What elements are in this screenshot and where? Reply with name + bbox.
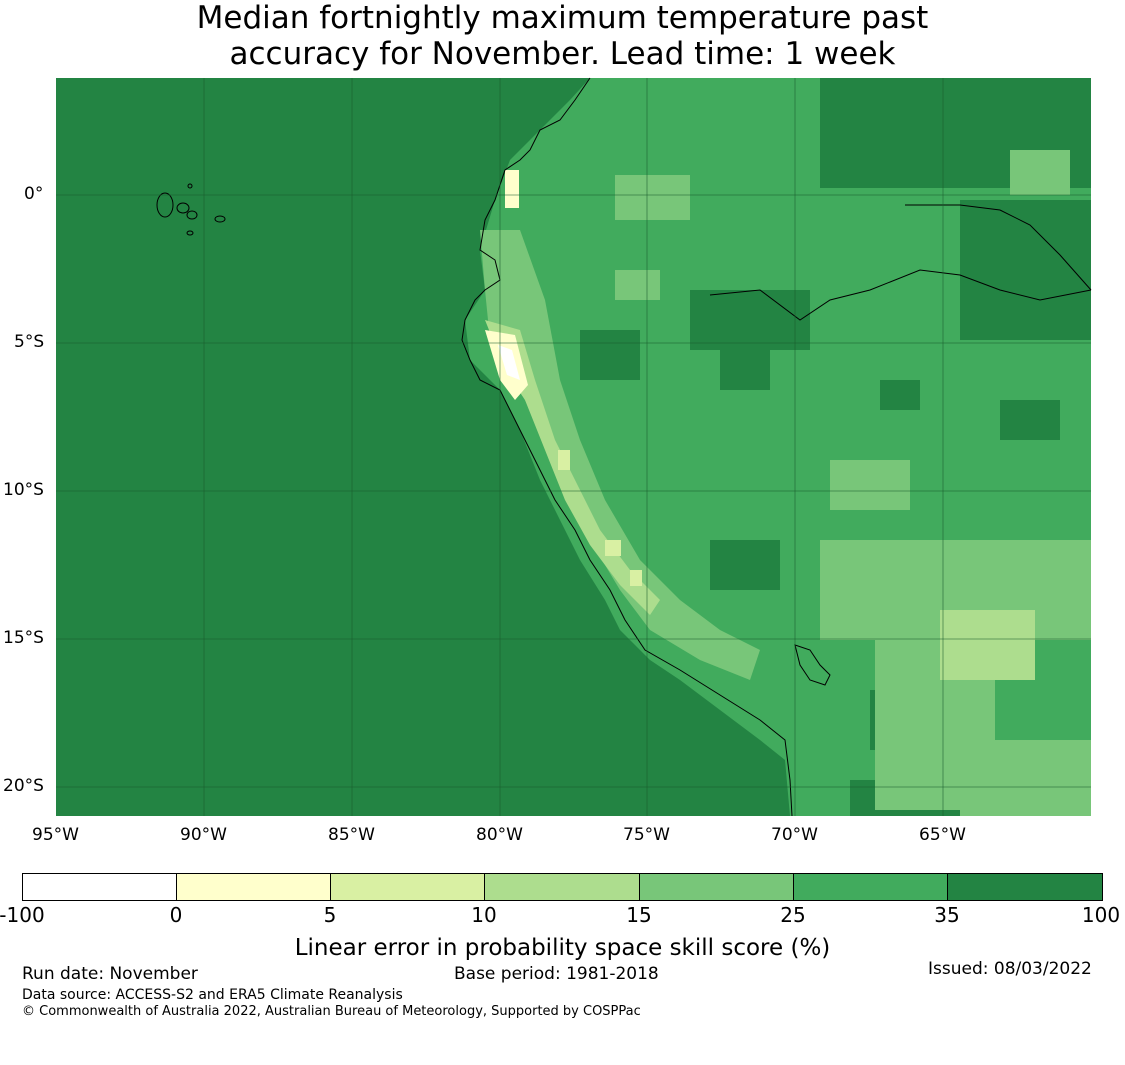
lat-label: 10°S — [3, 480, 44, 500]
mid-blob — [1010, 150, 1070, 195]
dark-blob — [1000, 400, 1060, 440]
colorbar-segment — [177, 874, 331, 900]
run-date: Run date: November — [22, 964, 198, 984]
colorbar-tick: 25 — [780, 903, 806, 927]
colorbar-tick: 10 — [471, 903, 497, 927]
colorbar-label: Linear error in probability space skill … — [294, 935, 831, 961]
dark-blob — [710, 540, 780, 590]
lon-label: 75°W — [623, 825, 670, 845]
bright-spot — [630, 570, 642, 586]
coastline — [461, 77, 793, 817]
light-blob — [940, 610, 1035, 680]
mid-blob — [615, 175, 690, 220]
lake-titicaca — [794, 644, 831, 686]
title-line-1: Median fortnightly maximum temperature p… — [196, 0, 929, 36]
lat-label: 5°S — [14, 332, 45, 352]
colorbar-tick: 100 — [1081, 903, 1121, 927]
colorbar-tick: -100 — [0, 903, 45, 927]
colorbar-segment — [23, 874, 177, 900]
colorbar-segment — [640, 874, 794, 900]
gridlines — [56, 78, 1091, 816]
colorbar-segment — [485, 874, 640, 900]
colorbar-segment — [331, 874, 485, 900]
skill-map — [56, 77, 1092, 817]
galapagos-islands — [156, 183, 226, 236]
colorbar-segment — [794, 874, 948, 900]
bright-spot — [605, 540, 621, 556]
bright-spot — [558, 450, 570, 470]
dark-blob — [880, 380, 920, 410]
lon-label: 65°W — [919, 825, 966, 845]
bright-spot — [498, 345, 520, 380]
lon-label: 95°W — [32, 825, 79, 845]
dark-blob — [960, 200, 1091, 340]
lon-label: 90°W — [180, 825, 227, 845]
bright-spot — [505, 170, 519, 208]
mid-blob — [615, 270, 660, 300]
copyright: © Commonwealth of Australia 2022, Austra… — [22, 1004, 641, 1019]
issued-date: Issued: 08/03/2022 — [928, 959, 1092, 979]
coastal-band — [480, 230, 760, 680]
dark-blob — [720, 340, 770, 390]
colorbar-tick: 15 — [626, 903, 652, 927]
land-skill-field — [465, 78, 1091, 816]
lat-label: 0° — [24, 184, 44, 204]
title-line-2: accuracy for November. Lead time: 1 week — [229, 36, 896, 72]
lat-label: 15°S — [3, 628, 44, 648]
dark-blob — [580, 330, 640, 380]
colorbar-segment — [948, 874, 1102, 900]
lon-label: 70°W — [771, 825, 818, 845]
lon-label: 80°W — [476, 825, 523, 845]
mid-blob — [830, 460, 910, 510]
lat-label: 20°S — [3, 776, 44, 796]
lon-label: 85°W — [328, 825, 375, 845]
base-period: Base period: 1981-2018 — [454, 964, 659, 984]
chart-title: Median fortnightly maximum temperature p… — [0, 0, 1125, 72]
colorbar-tick: 5 — [323, 903, 337, 927]
colorbar-tick: 0 — [169, 903, 183, 927]
data-source: Data source: ACCESS-S2 and ERA5 Climate … — [22, 987, 403, 1003]
mid-blob — [960, 740, 1091, 816]
river — [709, 204, 1092, 321]
coastal-band — [485, 320, 660, 615]
colorbar-tick: 35 — [934, 903, 960, 927]
colorbar — [22, 873, 1103, 901]
